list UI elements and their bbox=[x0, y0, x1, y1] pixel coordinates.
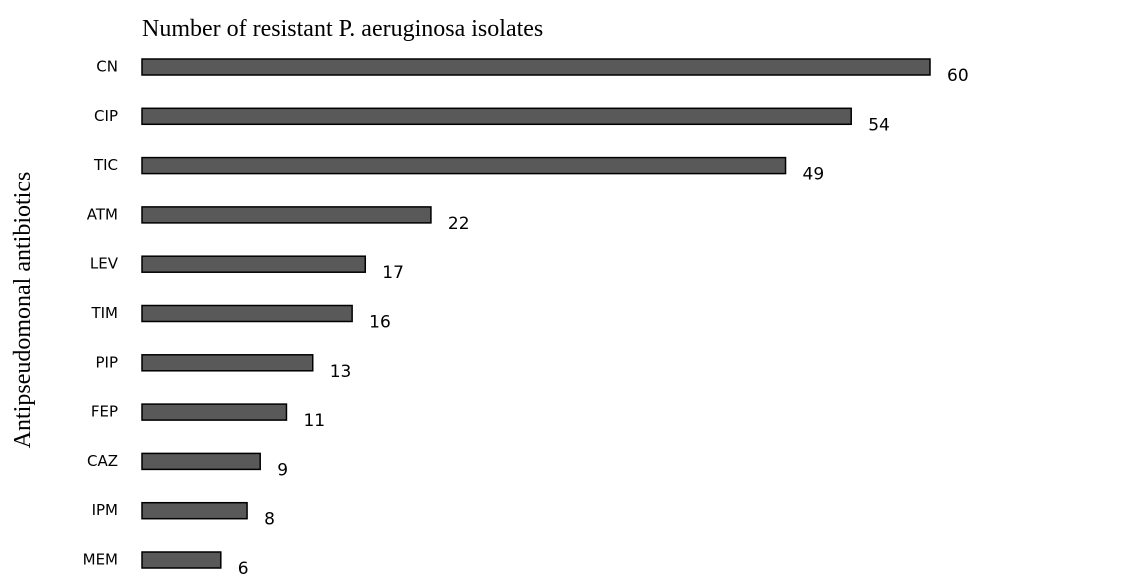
data-label: 16 bbox=[369, 313, 391, 333]
y-tick-label: TIC bbox=[93, 156, 118, 174]
data-label: 13 bbox=[330, 362, 352, 382]
y-tick-label: FEP bbox=[91, 403, 118, 421]
data-label: 8 bbox=[264, 510, 275, 530]
y-tick-label: CN bbox=[96, 58, 118, 76]
bar bbox=[141, 58, 931, 76]
bar bbox=[141, 304, 353, 323]
bar bbox=[141, 354, 314, 372]
data-label: 9 bbox=[277, 460, 288, 480]
bar bbox=[141, 551, 222, 569]
data-label: 22 bbox=[448, 214, 470, 234]
bar bbox=[141, 156, 787, 175]
y-tick-label: ATM bbox=[87, 205, 118, 223]
bar bbox=[141, 206, 432, 224]
y-tick-label: LEV bbox=[90, 255, 119, 273]
y-tick-label: CIP bbox=[94, 107, 118, 125]
data-label: 54 bbox=[868, 115, 890, 135]
bar bbox=[141, 403, 288, 421]
y-tick-label: IPM bbox=[92, 501, 118, 519]
y-tick-label: PIP bbox=[95, 353, 118, 371]
bar bbox=[141, 107, 852, 126]
data-label: 11 bbox=[303, 411, 325, 431]
chart-title: Number of resistant P. aeruginosa isolat… bbox=[142, 16, 543, 42]
data-label: 49 bbox=[803, 165, 825, 185]
bar bbox=[141, 501, 248, 520]
data-label: 17 bbox=[382, 263, 404, 283]
bar bbox=[141, 255, 367, 273]
y-tick-label: TIM bbox=[90, 304, 118, 322]
y-axis-label: Antipseudomonal antibiotics bbox=[10, 172, 36, 449]
y-tick-label: MEM bbox=[83, 551, 118, 569]
bar bbox=[141, 452, 261, 471]
y-tick-label: CAZ bbox=[87, 452, 118, 470]
data-label: 60 bbox=[947, 66, 969, 86]
data-label: 6 bbox=[238, 559, 249, 579]
